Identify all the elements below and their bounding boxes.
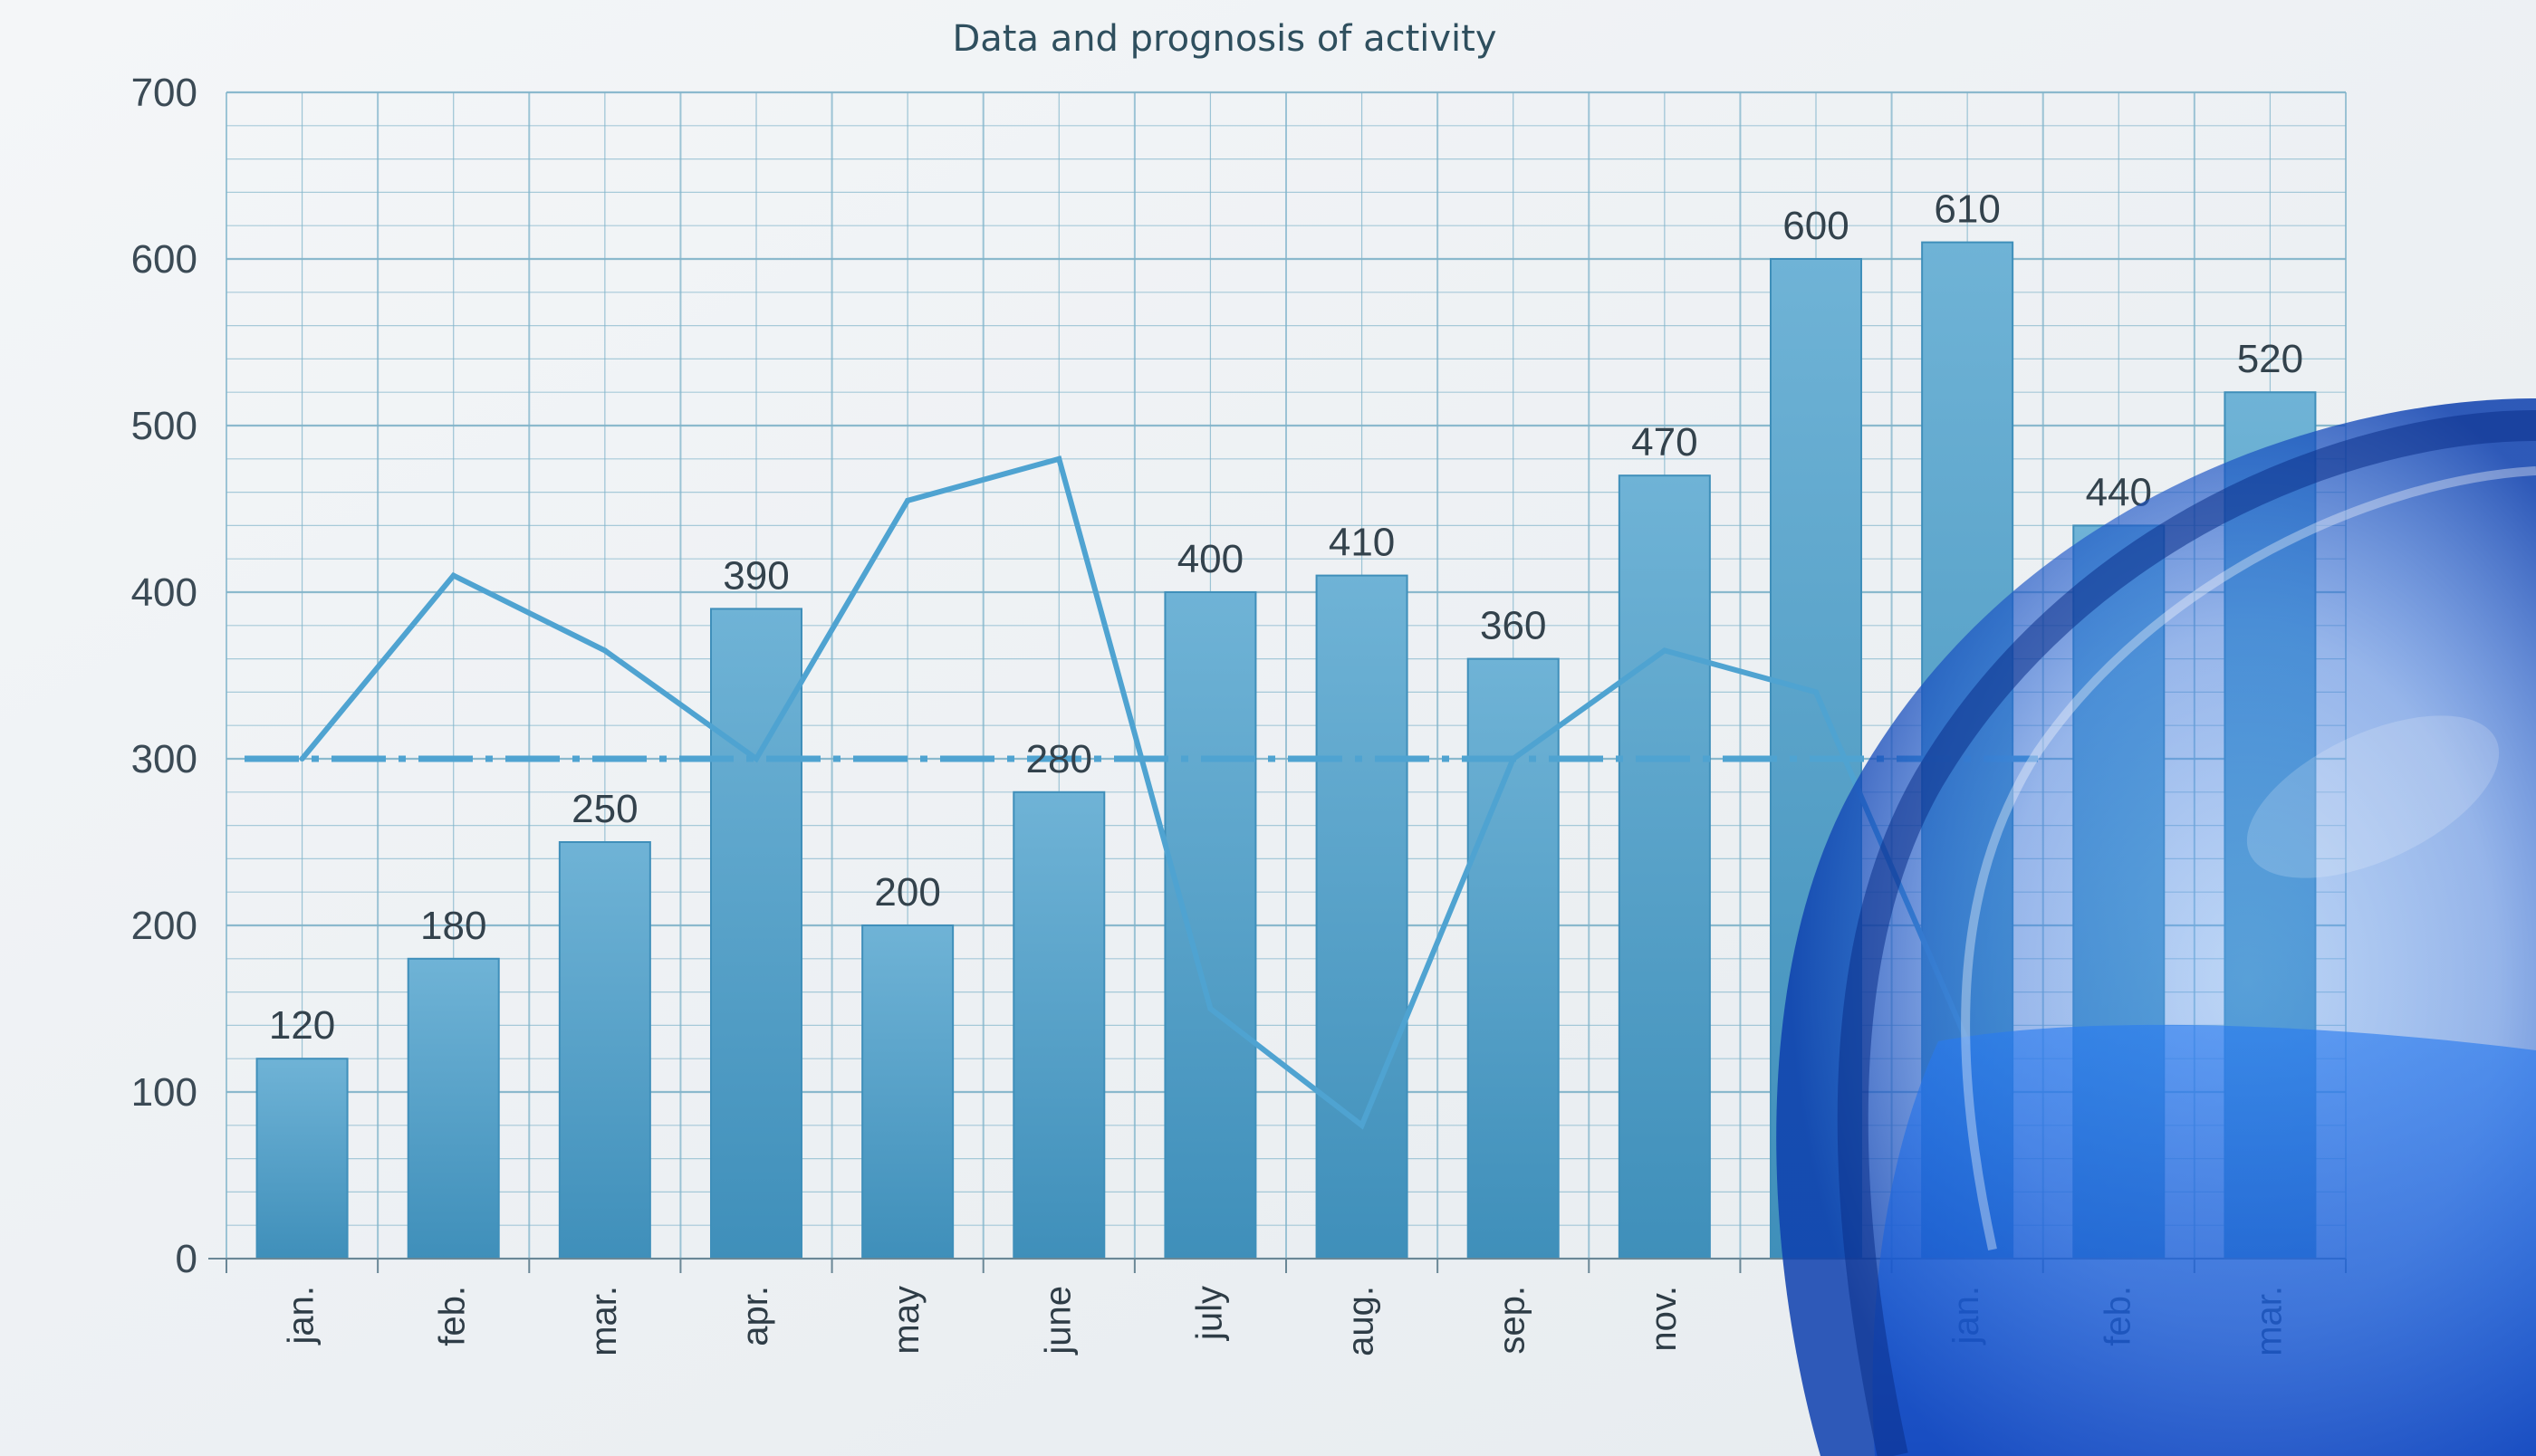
glass-shine [2246,715,2500,878]
x-tick-label: aug. [1341,1286,1381,1356]
line-point [754,756,759,762]
data-label: 390 [723,553,789,598]
x-tick-label: mar. [584,1286,624,1356]
bar [1164,591,1257,1260]
x-tick-label: nov. [1644,1286,1684,1352]
x-tick-label: apr. [735,1286,775,1346]
bar [1315,574,1408,1260]
y-tick-label: 100 [131,1070,197,1115]
glass-liquid [1872,1024,2536,1456]
x-tick-label: jan. [282,1286,322,1346]
bar [558,841,651,1260]
data-label: 610 [1934,187,2000,232]
data-label: 180 [420,904,486,948]
line-point [1813,689,1819,695]
y-tick-label: 700 [131,71,197,115]
line-point [601,647,608,654]
line-point [299,756,305,762]
chart-title: Data and prognosis of activity [952,18,1496,60]
data-label: 400 [1177,537,1244,581]
line-path [300,455,1970,1130]
data-label: 120 [269,1003,335,1048]
line-point [905,497,911,503]
line-point [1359,1122,1365,1128]
y-axis: 0 100 200 300 400 500 600 700 [131,71,197,1281]
x-tick-label: feb. [433,1286,473,1346]
glass-bowl [1776,398,2536,1456]
bar [861,924,955,1260]
x-tick-label: may [887,1286,927,1355]
y-tick-label: 400 [131,570,197,615]
data-label: 200 [874,870,940,915]
data-label: 410 [1329,521,1395,565]
line-point [1510,756,1516,762]
y-tick-label: 0 [176,1237,197,1281]
glass-rim [1837,410,2536,1456]
bar [710,608,802,1260]
bar [1013,790,1106,1260]
bar [255,1058,349,1260]
x-tick-label: july [1189,1286,1229,1341]
glass-highlight [1961,466,2536,1251]
data-label: 250 [572,787,638,831]
line-point [450,572,456,579]
line-point [1207,1006,1214,1011]
x-tick-label: sep. [1493,1286,1532,1355]
line-point [1661,647,1667,654]
line-point [1056,455,1062,462]
y-tick-label: 200 [131,904,197,948]
x-tick-label: june [1038,1286,1078,1355]
y-tick-label: 500 [131,404,197,448]
data-label: 470 [1631,420,1697,465]
data-label: 520 [2237,337,2303,381]
data-label: 360 [1480,604,1546,648]
y-tick-label: 300 [131,737,197,781]
data-label: 280 [1026,737,1092,781]
data-label: 600 [1782,204,1849,248]
bar [1618,474,1711,1260]
bar [1466,657,1560,1260]
y-tick-label: 600 [131,237,197,282]
bar [407,957,500,1260]
